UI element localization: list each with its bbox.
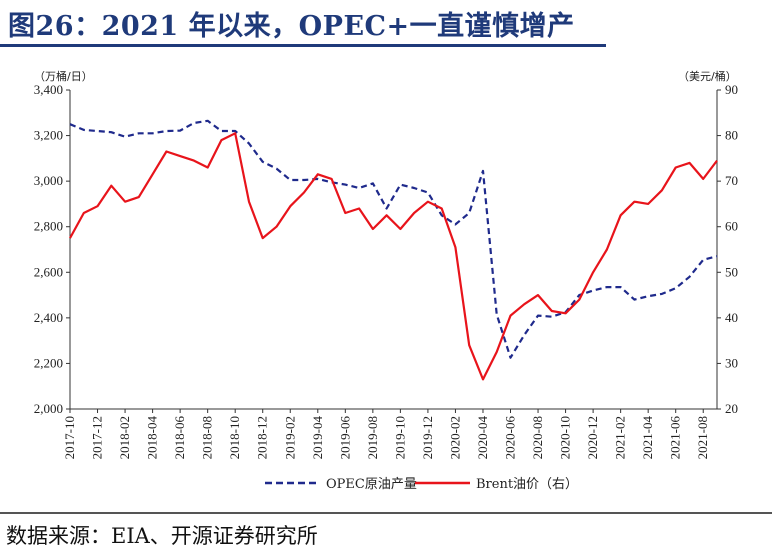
x-tick-label: 2019-10 bbox=[392, 416, 407, 459]
x-tick-label: 2020-02 bbox=[447, 416, 462, 459]
chart-title: 图26：2021 年以来，OPEC+一直谨慎增产 bbox=[8, 11, 575, 42]
right-y-tick-label: 90 bbox=[725, 82, 738, 97]
legend-opec-label: OPEC原油产量 bbox=[326, 477, 417, 492]
brent-price-line bbox=[69, 132, 718, 381]
x-tick-label: 2019-06 bbox=[337, 416, 352, 460]
x-tick-label: 2017-10 bbox=[62, 416, 77, 459]
right-axis-unit: （美元/桶） bbox=[678, 69, 737, 83]
legend-brent-label: Brent油价（右） bbox=[476, 477, 578, 492]
x-tick-label: 2019-04 bbox=[310, 416, 325, 460]
x-tick-label: 2021-04 bbox=[640, 416, 655, 460]
x-tick-label: 2018-06 bbox=[172, 416, 187, 460]
right-y-tick-label: 20 bbox=[725, 401, 738, 416]
x-tick-label: 2021-08 bbox=[695, 416, 710, 459]
x-tick-label: 2019-12 bbox=[420, 416, 435, 459]
x-tick-label: 2018-04 bbox=[145, 416, 160, 460]
left-axis-unit: （万桶/日） bbox=[34, 69, 93, 83]
x-tick-label: 2020-04 bbox=[475, 416, 490, 460]
x-tick-label: 2018-02 bbox=[117, 416, 132, 459]
source-divider bbox=[0, 512, 772, 514]
x-tick-label: 2020-10 bbox=[558, 416, 573, 459]
right-y-tick-label: 60 bbox=[725, 219, 738, 234]
x-tick-label: 2020-06 bbox=[503, 416, 518, 460]
right-y-tick-label: 30 bbox=[725, 355, 738, 370]
x-tick-label: 2017-12 bbox=[90, 416, 105, 459]
opec-production-line bbox=[69, 119, 718, 359]
x-tick-label: 2021-02 bbox=[613, 416, 628, 459]
x-tick-label: 2021-06 bbox=[668, 416, 683, 460]
left-y-tick-label: 2,200 bbox=[34, 355, 63, 370]
left-y-tick-label: 2,600 bbox=[34, 264, 63, 279]
x-tick-label: 2018-10 bbox=[227, 416, 242, 459]
x-tick-label: 2019-02 bbox=[282, 416, 297, 459]
x-tick-label: 2018-12 bbox=[255, 416, 270, 459]
left-y-tick-label: 2,400 bbox=[34, 310, 63, 325]
source-note: 数据来源：EIA、开源证券研究所 bbox=[6, 524, 318, 548]
x-tick-label: 2020-12 bbox=[585, 416, 600, 459]
left-y-tick-label: 3,400 bbox=[34, 82, 63, 97]
x-tick-label: 2020-08 bbox=[530, 416, 545, 459]
left-y-tick-label: 3,000 bbox=[34, 173, 63, 188]
left-y-tick-label: 2,800 bbox=[34, 219, 63, 234]
right-y-tick-label: 50 bbox=[725, 264, 738, 279]
x-tick-label: 2019-08 bbox=[365, 416, 380, 459]
right-y-tick-label: 80 bbox=[725, 128, 738, 143]
chart-legend: OPEC原油产量 Brent油价（右） bbox=[265, 477, 578, 492]
title-divider bbox=[0, 44, 606, 47]
right-y-tick-label: 70 bbox=[725, 173, 738, 188]
left-y-tick-label: 2,000 bbox=[34, 401, 63, 416]
x-tick-label: 2018-08 bbox=[200, 416, 215, 459]
right-y-tick-label: 40 bbox=[725, 310, 738, 325]
left-y-tick-label: 3,200 bbox=[34, 128, 63, 143]
